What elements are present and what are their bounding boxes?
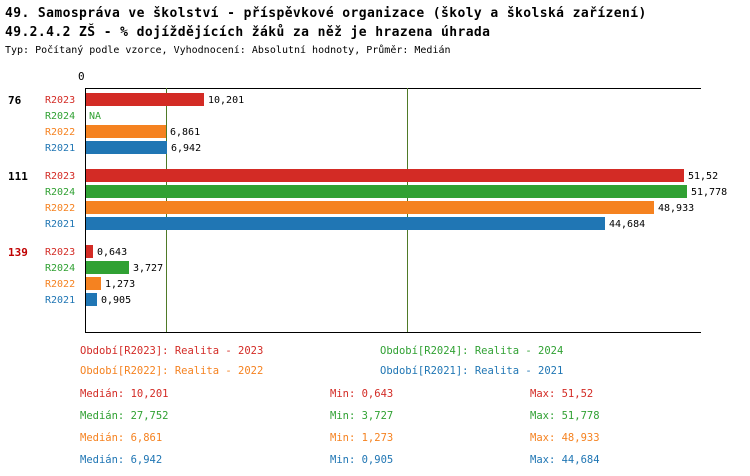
bar-value-label: 51,52 <box>688 171 718 182</box>
stat-min-r2024: Min: 3,727 <box>330 410 393 422</box>
bar-r2022 <box>86 201 654 214</box>
bar-value-label: 6,861 <box>170 127 200 138</box>
stat-min-r2023: Min: 0,643 <box>330 388 393 400</box>
series-label: R2022 <box>45 279 75 290</box>
series-label: R2024 <box>45 111 75 122</box>
series-label: R2022 <box>45 203 75 214</box>
report-title-line2: 49.2.4.2 ZŠ - % dojíždějících žáků za ně… <box>5 23 647 42</box>
bar-value-label: 44,684 <box>609 219 645 230</box>
stat-median-r2023: Medián: 10,201 <box>80 388 169 400</box>
series-label: R2021 <box>45 219 75 230</box>
series-label: R2024 <box>45 187 75 198</box>
bar-r2021 <box>86 293 97 306</box>
stat-max-r2023: Max: 51,52 <box>530 388 593 400</box>
bar-r2023 <box>86 93 204 106</box>
series-label: R2021 <box>45 295 75 306</box>
bar-r2022 <box>86 277 101 290</box>
bar-value-label: 48,933 <box>658 203 694 214</box>
bar-value-label: 51,778 <box>691 187 727 198</box>
series-label: R2023 <box>45 247 75 258</box>
report-meta: Typ: Počítaný podle vzorce, Vyhodnocení:… <box>5 45 647 56</box>
bar-r2024 <box>86 261 129 274</box>
bar-value-label: 6,942 <box>171 143 201 154</box>
stat-median-r2022: Medián: 6,861 <box>80 432 162 444</box>
bar-r2022 <box>86 125 166 138</box>
bar-value-label: 1,273 <box>105 279 135 290</box>
stat-max-r2022: Max: 48,933 <box>530 432 600 444</box>
stat-median-r2024: Medián: 27,752 <box>80 410 169 422</box>
bar-value-label: 0,905 <box>101 295 131 306</box>
stat-min-r2021: Min: 0,905 <box>330 454 393 466</box>
bar-value-label: 0,643 <box>97 247 127 258</box>
report-header: 49. Samospráva ve školství - příspěvkové… <box>5 4 647 56</box>
bar-r2023 <box>86 245 93 258</box>
legend-item-r2022: Období[R2022]: Realita - 2022 <box>80 365 263 377</box>
group-label: 139 <box>8 246 28 259</box>
bar-r2024 <box>86 185 687 198</box>
report-page: 49. Samospráva ve školství - příspěvkové… <box>0 0 750 476</box>
series-label: R2021 <box>45 143 75 154</box>
axis-origin-label: 0 <box>78 70 85 83</box>
bar-na-label: NA <box>89 111 101 122</box>
stat-max-r2024: Max: 51,778 <box>530 410 600 422</box>
legend-item-r2021: Období[R2021]: Realita - 2021 <box>380 365 563 377</box>
series-label: R2022 <box>45 127 75 138</box>
stat-min-r2022: Min: 1,273 <box>330 432 393 444</box>
bar-r2023 <box>86 169 684 182</box>
bar-r2021 <box>86 141 167 154</box>
bar-value-label: 10,201 <box>208 95 244 106</box>
series-label: R2023 <box>45 171 75 182</box>
bar-r2021 <box>86 217 605 230</box>
group-label: 111 <box>8 170 28 183</box>
group-label: 76 <box>8 94 21 107</box>
bar-value-label: 3,727 <box>133 263 163 274</box>
stat-median-r2021: Medián: 6,942 <box>80 454 162 466</box>
legend-item-r2024: Období[R2024]: Realita - 2024 <box>380 345 563 357</box>
series-label: R2023 <box>45 95 75 106</box>
legend-item-r2023: Období[R2023]: Realita - 2023 <box>80 345 263 357</box>
series-label: R2024 <box>45 263 75 274</box>
axis-line-bottom <box>85 332 701 333</box>
report-title-line1: 49. Samospráva ve školství - příspěvkové… <box>5 4 647 23</box>
axis-line-top <box>85 88 701 89</box>
stat-max-r2021: Max: 44,684 <box>530 454 600 466</box>
